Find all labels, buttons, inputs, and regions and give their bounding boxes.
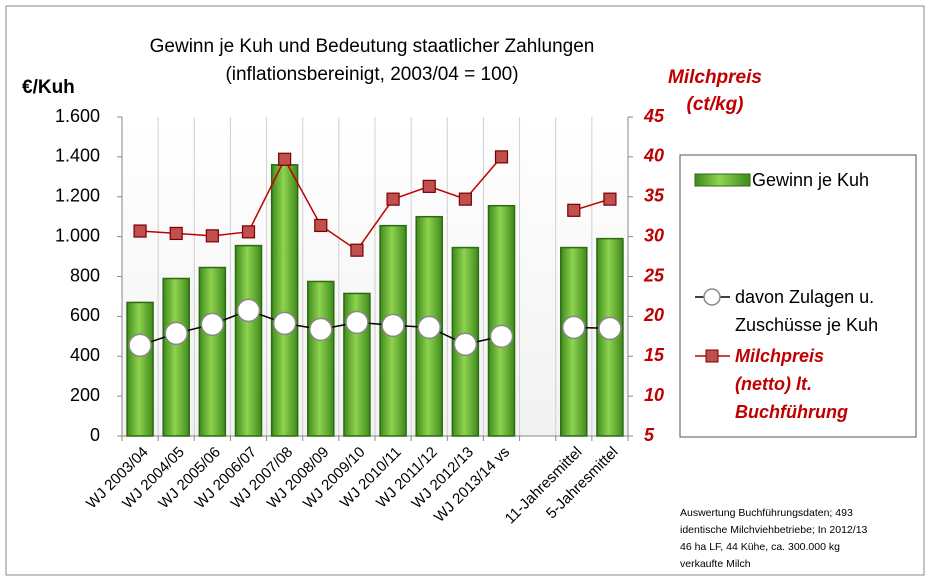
marker xyxy=(386,192,400,206)
y-tick-label: 1.600 xyxy=(55,106,100,126)
marker xyxy=(494,150,509,164)
chart-title: Gewinn je Kuh und Bedeutung staatlicher … xyxy=(150,36,595,57)
bar xyxy=(560,246,588,437)
y2-tick-label: 40 xyxy=(643,146,664,166)
y-tick-label: 800 xyxy=(70,265,100,285)
y2-tick-label: 45 xyxy=(643,106,665,126)
marker xyxy=(133,224,147,238)
bar xyxy=(162,277,190,437)
bar xyxy=(126,301,154,437)
legend-label: Gewinn je Kuh xyxy=(752,170,870,190)
y2-tick-label: 10 xyxy=(644,385,664,405)
marker xyxy=(489,324,514,349)
marker xyxy=(567,203,581,217)
marker xyxy=(562,315,586,340)
bar xyxy=(487,204,516,437)
chart-subtitle: (inflationsbereinigt, 2003/04 = 100) xyxy=(225,64,518,85)
marker xyxy=(205,229,219,243)
marker xyxy=(128,333,152,358)
y-tick-label: 1.400 xyxy=(55,146,100,166)
bar xyxy=(307,280,335,437)
marker xyxy=(314,218,328,233)
y2-tick-label: 25 xyxy=(643,265,665,285)
legend-marker xyxy=(705,349,719,363)
legend-label: davon Zulagen u. Zuschüsse je Kuh xyxy=(735,287,879,335)
marker xyxy=(422,179,436,193)
y2-axis-label: Milchpreis (ct/kg) xyxy=(668,67,762,115)
bar xyxy=(270,164,299,437)
bar xyxy=(234,244,263,437)
y2-tick-label: 15 xyxy=(644,345,665,365)
y-tick-label: 400 xyxy=(70,345,100,365)
y2-tick-label: 35 xyxy=(644,186,665,206)
marker xyxy=(236,298,261,323)
legend-label: Milchpreis (netto) lt. Buchführung xyxy=(735,346,848,422)
legend-marker xyxy=(703,288,721,306)
marker xyxy=(309,317,333,342)
legend-entry-box: Gewinn je Kuh xyxy=(752,170,870,190)
marker xyxy=(417,315,441,340)
marker xyxy=(381,313,405,338)
marker xyxy=(598,316,622,341)
marker xyxy=(458,192,472,206)
y2-tick-label: 30 xyxy=(644,225,664,245)
marker xyxy=(345,310,369,335)
y-tick-label: 1.200 xyxy=(55,186,100,206)
y-tick-label: 200 xyxy=(70,385,100,405)
y-tick-label: 600 xyxy=(70,305,100,325)
marker xyxy=(169,226,183,241)
marker xyxy=(278,152,292,166)
legend-entry-box: davon Zulagen u. Zuschüsse je Kuh xyxy=(735,287,879,335)
y2-label-box: Milchpreis (ct/kg) xyxy=(668,67,762,115)
marker xyxy=(603,192,617,206)
bar xyxy=(198,266,227,437)
marker xyxy=(200,312,225,337)
note-box: Auswertung Buchführungsdaten; 493 identi… xyxy=(680,507,868,570)
legend-swatch xyxy=(694,173,751,187)
y-axis-label: €/Kuh xyxy=(22,77,75,98)
marker xyxy=(241,225,256,239)
y-tick-label: 0 xyxy=(90,425,100,445)
marker xyxy=(272,311,297,336)
marker xyxy=(350,243,364,257)
y2-tick-label: 5 xyxy=(644,425,655,445)
note: Auswertung Buchführungsdaten; 493 identi… xyxy=(680,507,868,570)
y2-tick-label: 20 xyxy=(643,305,664,325)
marker xyxy=(164,321,188,346)
legend-entry-box: Milchpreis (netto) lt. Buchführung xyxy=(735,346,848,422)
y-tick-label: 1.000 xyxy=(55,225,100,245)
marker xyxy=(453,332,478,357)
